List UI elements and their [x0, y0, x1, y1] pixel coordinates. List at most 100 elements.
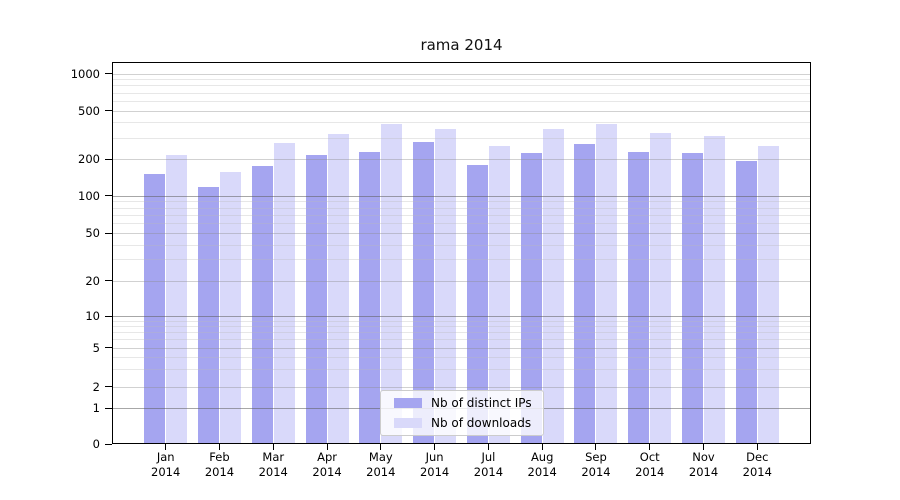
x-tick-label-nov: Nov 2014: [688, 450, 719, 479]
legend: Nb of distinct IPs Nb of downloads: [380, 390, 544, 436]
y-tick-2: [105, 386, 112, 387]
gridline-minor-400: [113, 122, 810, 124]
bar-distinct-ips-apr: [305, 154, 327, 444]
gridline-50: [113, 233, 810, 234]
bar-downloads-nov: [704, 135, 726, 444]
y-tick-200: [105, 158, 112, 160]
x-tick-mar: [272, 444, 274, 450]
gridline-minor-8: [113, 326, 810, 328]
x-tick-jun: [434, 444, 436, 450]
x-tick-oct: [649, 444, 651, 450]
x-tick-label-sep: Sep 2014: [581, 450, 611, 479]
legend-swatch-distinct-ips: [394, 398, 422, 408]
bar-downloads-mar: [273, 143, 295, 444]
x-tick-label-jan: Jan 2014: [151, 450, 181, 479]
x-tick-label-oct: Oct 2014: [635, 450, 665, 479]
y-tick-label-50: 50: [85, 226, 100, 240]
gridline-500: [113, 110, 810, 112]
gridline-minor-800: [113, 85, 810, 87]
y-tick-label-0: 0: [92, 437, 100, 451]
gridline-minor-30: [113, 259, 810, 261]
x-tick-aug: [541, 444, 543, 450]
y-tick-label-20: 20: [85, 273, 100, 288]
gridline-minor-40: [113, 244, 810, 246]
bar-downloads-apr: [327, 134, 349, 444]
x-tick-label-feb: Feb 2014: [204, 450, 235, 479]
gridline-minor-9: [113, 320, 810, 322]
bar-distinct-ips-jul: [466, 164, 488, 444]
legend-swatch-downloads: [394, 418, 422, 428]
legend-row-distinct-ips: Nb of distinct IPs: [394, 396, 543, 410]
bar-distinct-ips-jun: [413, 141, 435, 444]
bar-downloads-may: [381, 123, 403, 444]
bar-distinct-ips-jan: [144, 174, 166, 444]
legend-row-downloads: Nb of downloads: [394, 416, 543, 430]
gridline-200: [113, 159, 810, 161]
x-tick-jul: [487, 444, 489, 450]
x-tick-label-dec: Dec 2014: [742, 450, 772, 479]
bar-distinct-ips-sep: [574, 143, 596, 444]
gridline-minor-600: [113, 100, 810, 102]
bar-distinct-ips-aug: [520, 153, 542, 444]
gridline-2: [113, 386, 810, 388]
x-tick-label-jul: Jul 2014: [473, 450, 504, 479]
x-tick-feb: [218, 444, 220, 450]
gridline-20: [113, 280, 810, 282]
gridline-100: [113, 195, 810, 197]
x-tick-label-jun: Jun 2014: [419, 450, 450, 479]
x-tick-label-mar: Mar 2014: [258, 450, 288, 479]
bar-distinct-ips-mar: [251, 166, 273, 444]
bar-downloads-jun: [435, 129, 457, 444]
gridline-minor-7: [113, 332, 810, 334]
bar-downloads-jul: [488, 146, 510, 444]
gridline-minor-700: [113, 92, 810, 94]
y-tick-500: [105, 110, 112, 111]
bar-downloads-feb: [219, 172, 241, 444]
y-tick-10: [105, 315, 112, 317]
gridline-10: [113, 316, 810, 317]
gridline-1000: [113, 73, 810, 75]
bar-distinct-ips-dec: [735, 160, 757, 444]
gridline-minor-60: [113, 223, 810, 225]
gridline-5: [113, 347, 810, 349]
y-tick-label-1000: 1000: [70, 66, 100, 81]
legend-label-distinct-ips: Nb of distinct IPs: [431, 396, 532, 410]
y-tick-0: [105, 443, 112, 445]
chart-title: rama 2014: [420, 36, 503, 54]
gridline-minor-4: [113, 356, 810, 358]
bar-distinct-ips-oct: [628, 151, 650, 444]
y-tick-label-5: 5: [92, 340, 100, 355]
y-tick-5: [105, 347, 112, 348]
y-tick-100: [105, 195, 112, 197]
bar-downloads-aug: [542, 129, 564, 444]
y-tick-1: [105, 407, 112, 409]
y-tick-50: [105, 232, 112, 234]
gridline-minor-900: [113, 79, 810, 81]
bar-distinct-ips-feb: [197, 187, 219, 444]
y-tick-label-200: 200: [78, 152, 100, 167]
bar-distinct-ips-may: [359, 152, 381, 444]
y-tick-label-1: 1: [92, 401, 100, 415]
y-tick-label-500: 500: [78, 103, 100, 118]
legend-label-downloads: Nb of downloads: [431, 416, 532, 430]
x-tick-dec: [756, 444, 758, 450]
y-tick-1000: [105, 73, 112, 74]
y-tick-label-2: 2: [92, 379, 100, 394]
gridline-minor-6: [113, 339, 810, 341]
x-tick-nov: [703, 444, 705, 450]
bar-distinct-ips-nov: [682, 153, 704, 444]
y-tick-20: [105, 280, 112, 281]
x-tick-may: [380, 444, 382, 450]
x-tick-sep: [595, 444, 597, 450]
y-tick-label-100: 100: [78, 188, 100, 203]
x-tick-label-apr: Apr 2014: [312, 450, 342, 479]
x-tick-apr: [326, 444, 328, 450]
x-tick-label-may: May 2014: [366, 450, 396, 479]
gridline-minor-3: [113, 369, 810, 371]
gridline-minor-80: [113, 207, 810, 209]
gridline-minor-300: [113, 137, 810, 139]
gridline-minor-70: [113, 214, 810, 216]
y-tick-label-10: 10: [85, 309, 100, 323]
x-tick-jan: [165, 444, 167, 450]
